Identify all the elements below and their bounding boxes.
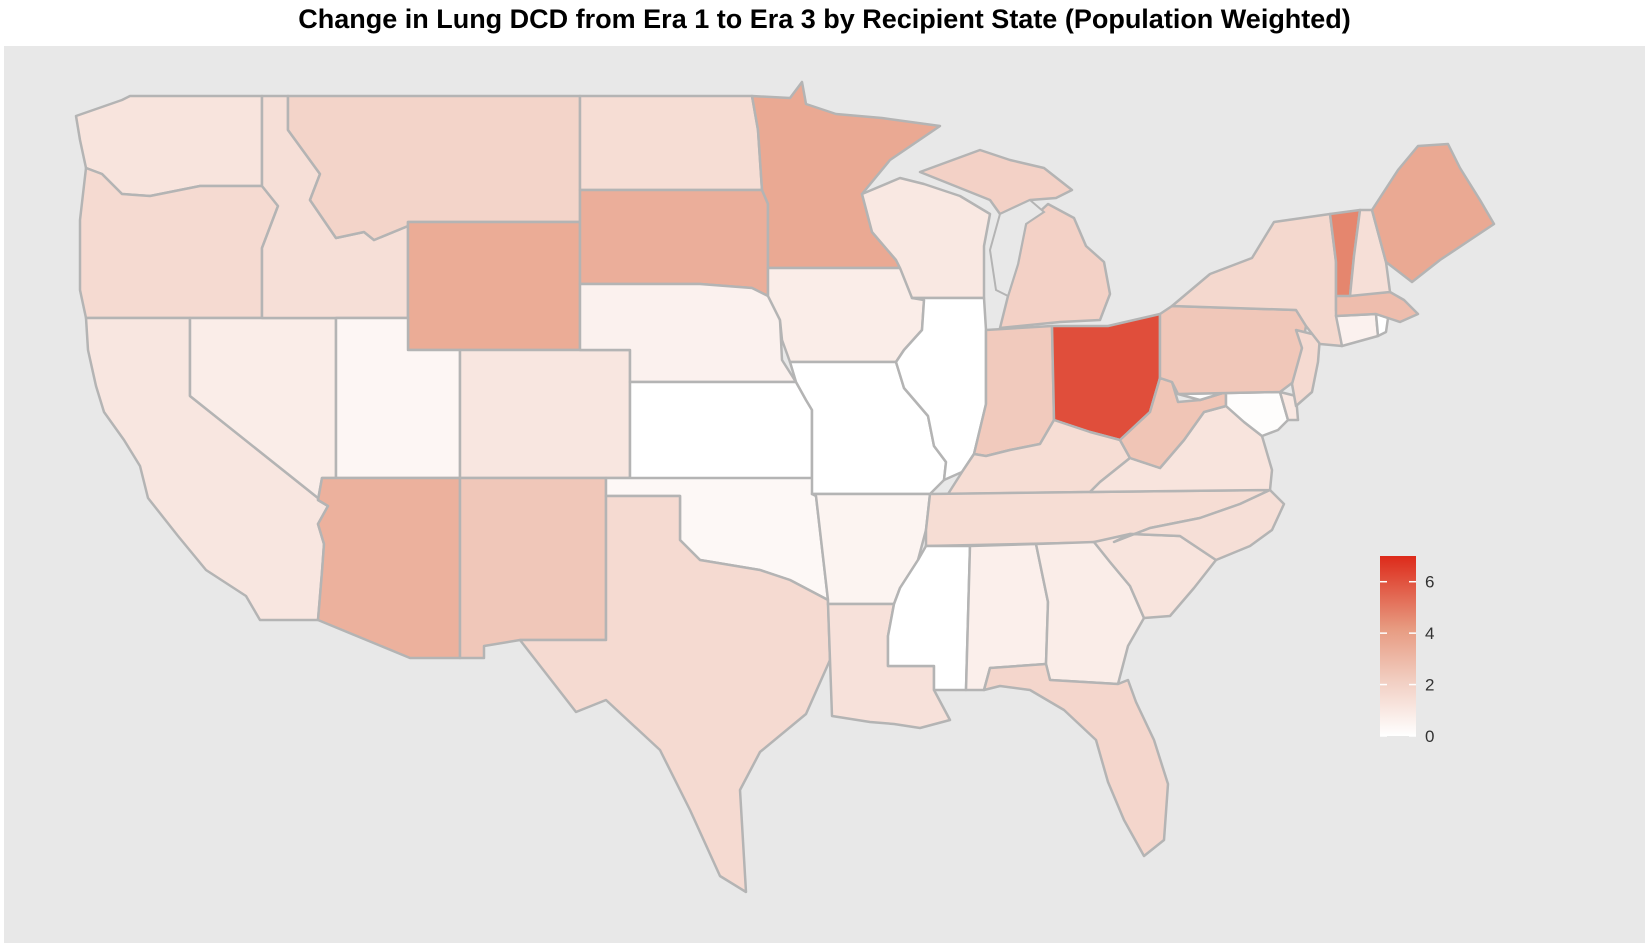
state-IA [766,266,926,364]
state-KS [628,380,814,482]
state-WI [860,176,992,300]
state-ND [578,94,764,192]
map-title: Change in Lung DCD from Era 1 to Era 3 b… [298,4,1351,34]
state-WY [406,220,582,352]
great-lakes [988,198,1046,298]
state-MI [918,148,1112,330]
state-ME [1370,142,1496,284]
choropleth-map: 0 2 4 6 [74,80,1496,894]
state-TX [518,494,832,894]
state-NC [1112,488,1286,562]
map-panel: 0 2 4 6 [4,46,1645,943]
legend-label: 0 [1425,727,1434,746]
state-OR [78,166,280,320]
state-IN [972,324,1056,458]
legend-colorbar [1380,556,1416,736]
state-SD [578,188,770,298]
state-NE [578,282,798,384]
color-legend: 0 2 4 6 [1380,556,1434,746]
state-AZ [316,476,462,660]
state-MT [286,94,582,242]
state-FL [982,662,1170,858]
state-CO [458,348,632,480]
state-PA [1158,304,1308,396]
state-MA [1334,290,1420,324]
legend-label: 2 [1425,676,1434,695]
legend-label: 6 [1425,573,1434,592]
state-NM [458,476,608,660]
state-CT [1334,312,1380,348]
legend-label: 4 [1425,624,1434,643]
